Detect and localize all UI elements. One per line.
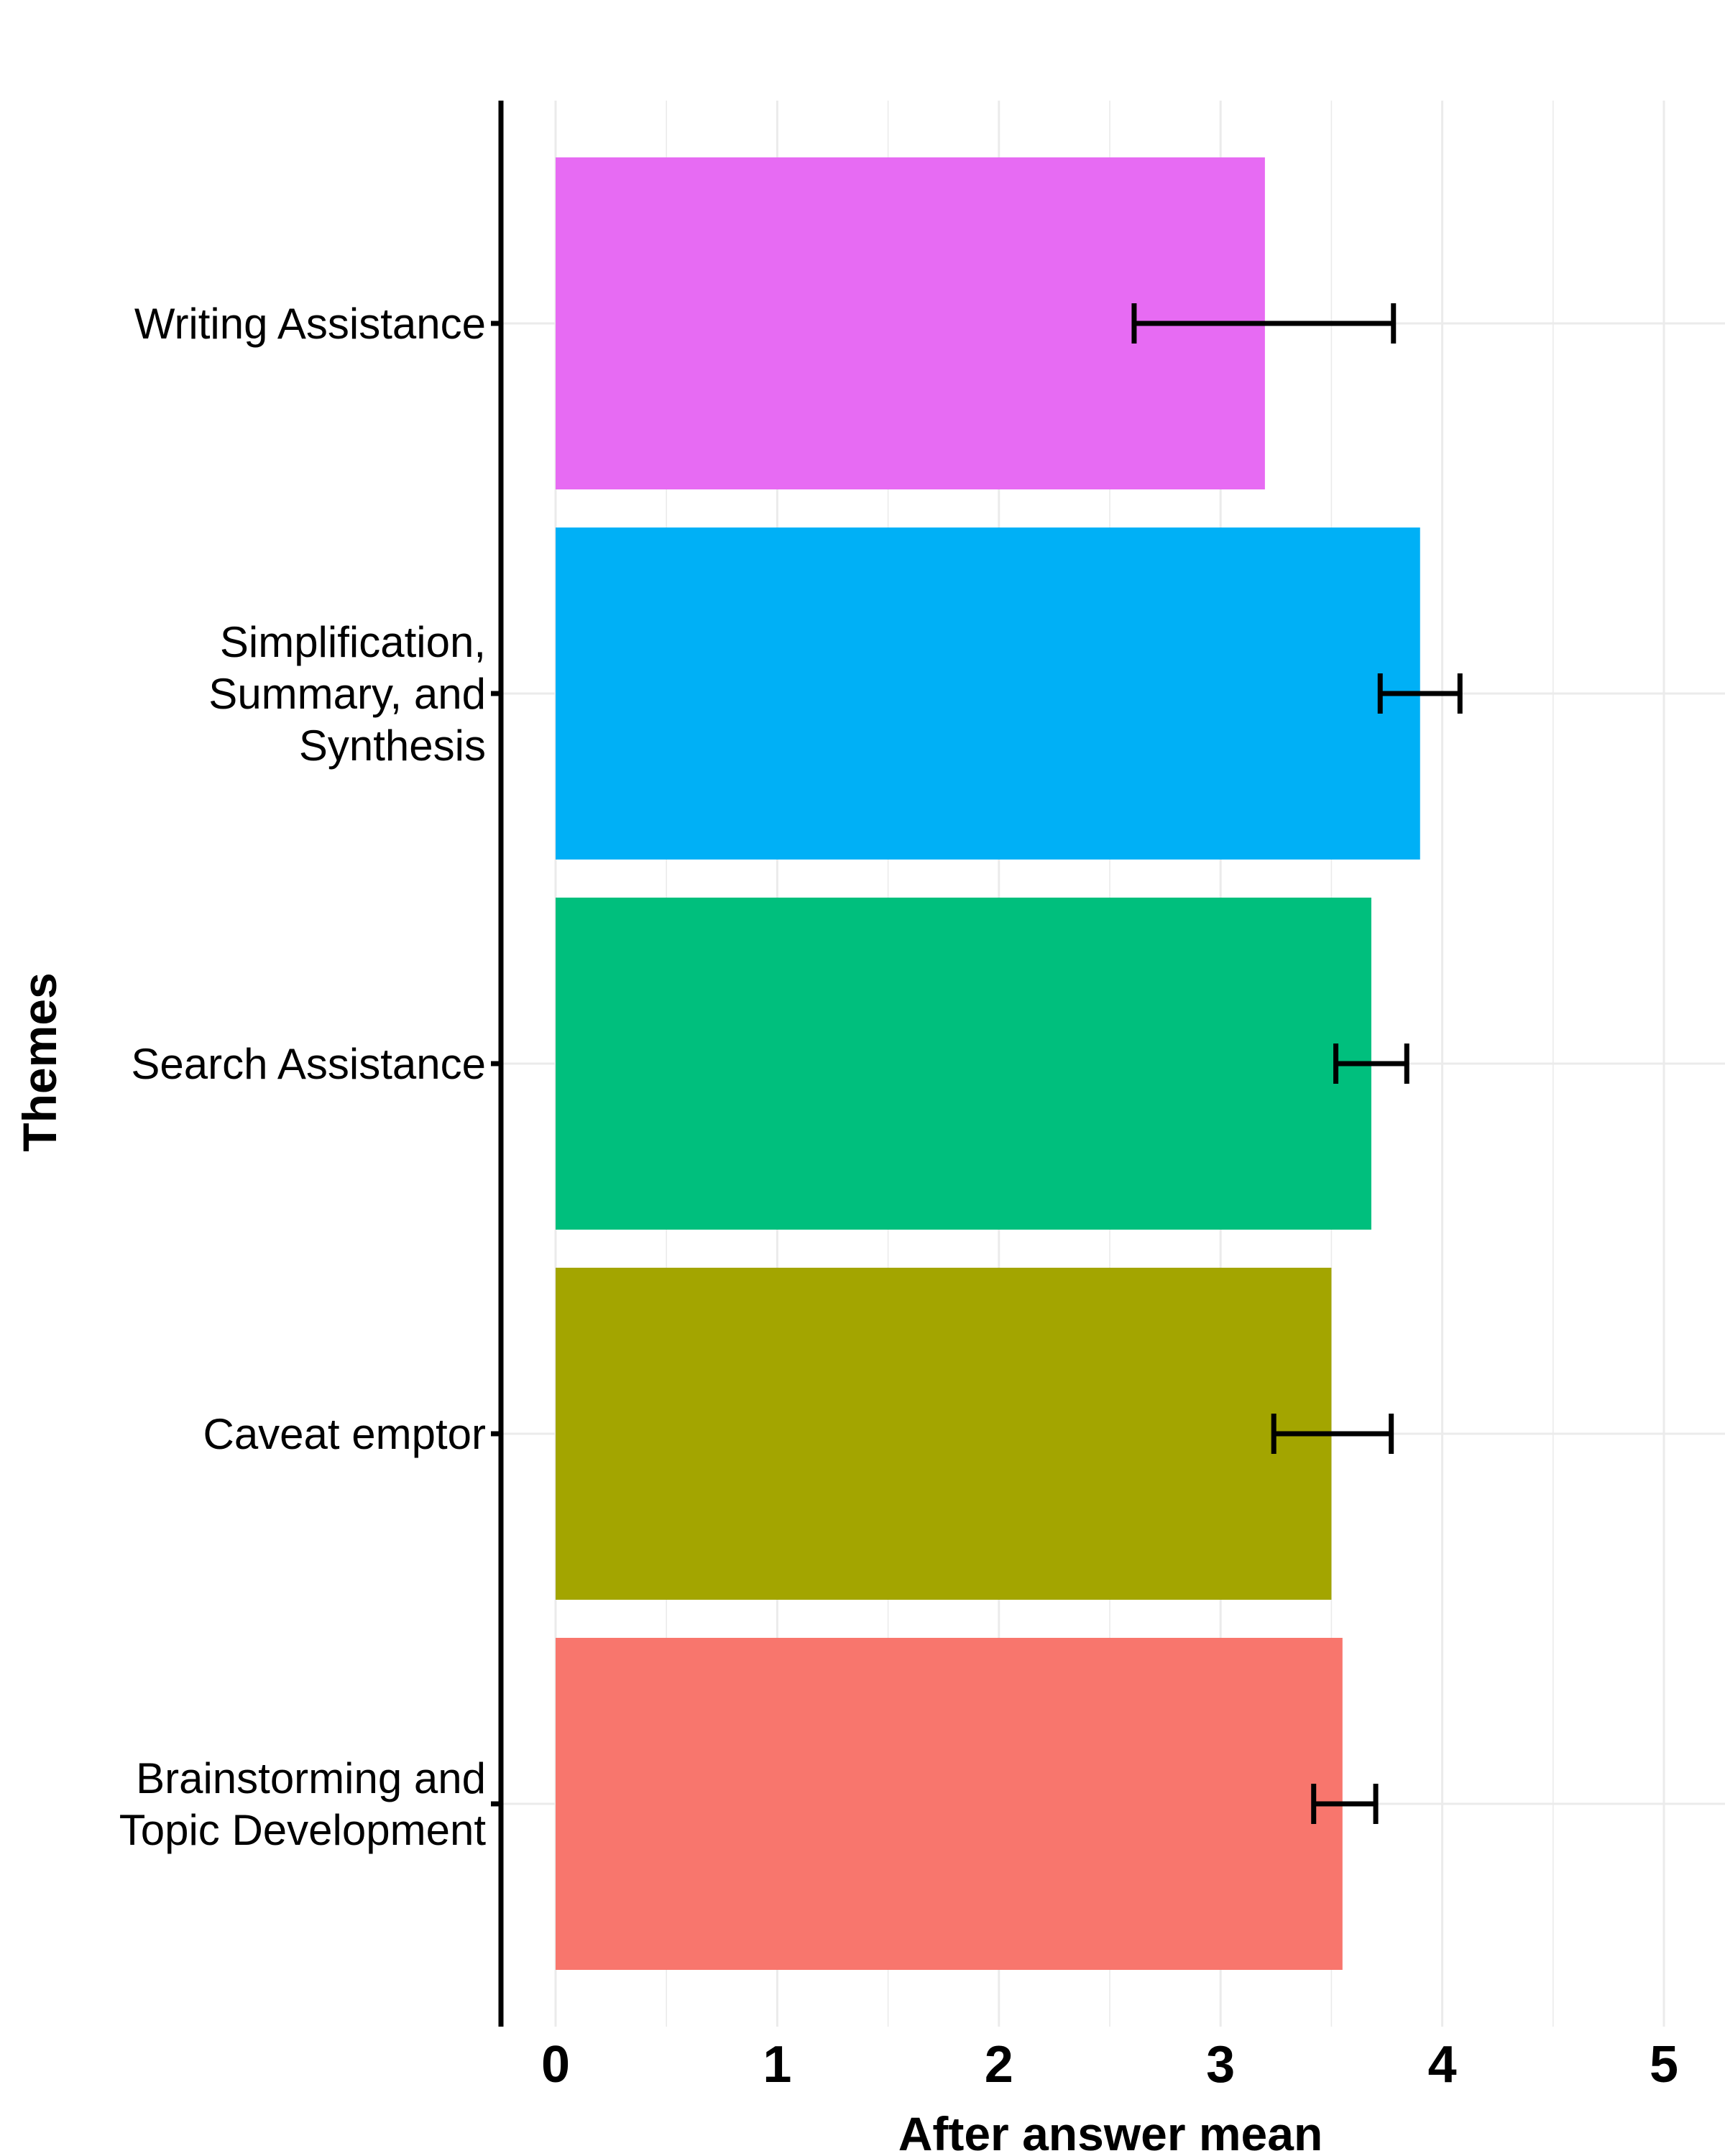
bar <box>556 528 1420 860</box>
category-label: Caveat emptor <box>203 1410 486 1458</box>
error-bar <box>1333 1044 1409 1084</box>
x-tick-label: 1 <box>763 2036 791 2093</box>
y-axis-title: Themes <box>13 972 66 1151</box>
category-label: Brainstorming and Topic Development <box>119 1754 487 1854</box>
y-axis <box>491 101 504 2027</box>
error-bar <box>1131 303 1397 344</box>
bars <box>556 157 1420 1970</box>
x-tick-label: 3 <box>1206 2036 1235 2093</box>
error-bar <box>1377 673 1463 714</box>
x-tick-label: 0 <box>541 2036 570 2093</box>
category-label: Search Assistance <box>131 1040 486 1088</box>
error-bars <box>1131 303 1463 1824</box>
x-axis-title: After answer mean <box>898 2107 1323 2156</box>
x-tick-label: 2 <box>985 2036 1013 2093</box>
error-bar <box>1311 1784 1379 1824</box>
x-tick-label: 4 <box>1428 2036 1457 2093</box>
x-axis-ticks: 0 1 2 3 4 5 <box>541 2036 1678 2093</box>
category-labels: Writing Assistance Simplification, Summary… <box>119 300 487 1854</box>
category-label: Writing Assistance <box>134 300 486 348</box>
x-tick-label: 5 <box>1650 2036 1678 2093</box>
bar <box>556 1638 1343 1970</box>
category-label: Simplification, Summary, and Synthesis <box>208 618 486 770</box>
bar <box>556 1268 1332 1600</box>
bar <box>556 898 1371 1230</box>
error-bar <box>1271 1414 1394 1454</box>
